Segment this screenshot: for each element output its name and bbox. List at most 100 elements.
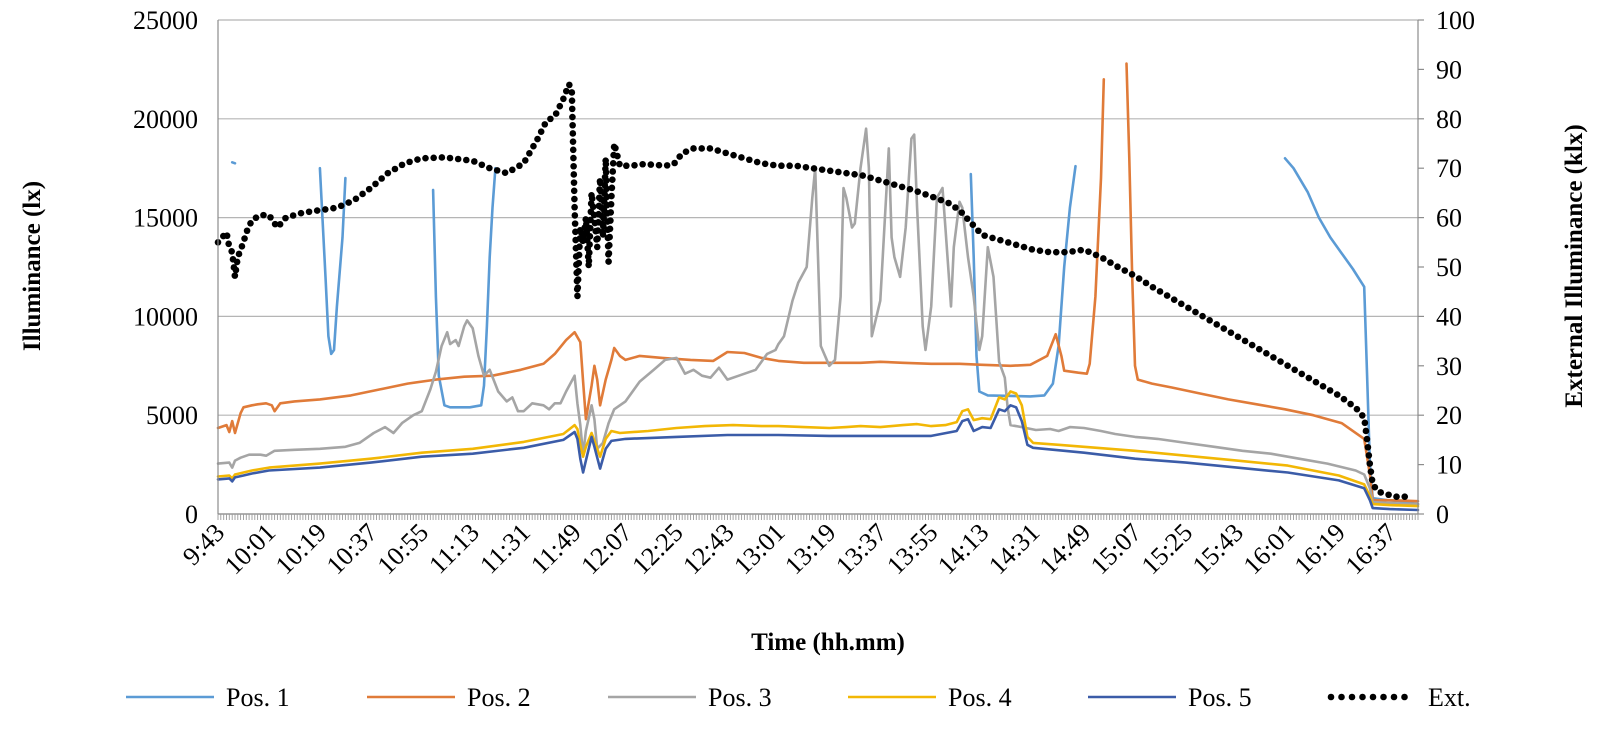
ext-point <box>714 147 722 154</box>
legend-swatch <box>1401 693 1408 701</box>
ext-point <box>963 215 971 222</box>
ext-point <box>614 152 621 160</box>
series-line <box>1283 157 1420 506</box>
ext-point <box>769 161 777 169</box>
ext-point <box>761 160 769 168</box>
ext-point <box>1362 427 1370 435</box>
ext-point <box>867 174 874 182</box>
x-tick-label: 10:19 <box>270 518 332 580</box>
ext-point <box>981 232 988 239</box>
legend-item: Pos. 3 <box>608 683 772 712</box>
ext-point <box>568 105 576 113</box>
x-axis: 9:4310:0110:1910:3710:5511:1311:3111:491… <box>177 513 1419 580</box>
ext-point <box>1128 271 1136 278</box>
y2-tick-label: 30 <box>1436 352 1462 381</box>
ext-point <box>1263 350 1270 357</box>
ext-point <box>690 145 697 152</box>
x-tick-label: 12:43 <box>677 518 739 580</box>
x-tick-label: 15:07 <box>1085 518 1147 580</box>
ext-point <box>228 248 235 255</box>
ext-point <box>1255 345 1263 353</box>
ext-point <box>603 177 610 184</box>
legend-item: Pos. 1 <box>126 683 290 712</box>
ext-point <box>914 188 922 195</box>
ext-point <box>1361 419 1369 427</box>
ext-point <box>586 249 593 257</box>
ext-point <box>1121 267 1129 274</box>
legend-swatch <box>1390 693 1398 701</box>
ext-point <box>1305 374 1313 382</box>
ext-point <box>1192 308 1199 316</box>
ext-point <box>570 154 577 162</box>
legend-swatch <box>1327 693 1335 701</box>
ext-point <box>570 187 578 195</box>
x-tick-label: 14:31 <box>983 518 1045 580</box>
ext-point <box>537 128 545 136</box>
ext-point <box>1135 275 1143 282</box>
ext-point <box>232 266 240 274</box>
ext-point <box>576 243 583 251</box>
ext-point <box>225 240 232 248</box>
x-tick-label: 14:13 <box>932 518 994 580</box>
y-tick-label: 5000 <box>146 401 198 430</box>
ext-point <box>223 232 231 240</box>
y2-axis-title: External Illuminance (klx) <box>1561 124 1588 407</box>
series-6 <box>214 81 1409 501</box>
ext-point <box>378 175 385 182</box>
ext-point <box>1069 248 1076 255</box>
ext-point <box>937 196 945 204</box>
series-3 <box>216 127 1420 506</box>
ext-point <box>655 161 663 169</box>
legend-swatch <box>1338 693 1345 701</box>
ext-point <box>588 195 596 202</box>
ext-point <box>1385 491 1392 499</box>
series-5 <box>216 404 1420 512</box>
x-tick-label: 16:01 <box>1238 518 1300 580</box>
ext-point <box>1156 288 1164 295</box>
ext-point <box>574 276 582 283</box>
x-axis-title: Time (hh.mm) <box>751 629 905 656</box>
ext-point <box>1371 483 1379 491</box>
ext-point <box>945 199 952 207</box>
ext-point <box>1358 412 1366 419</box>
ext-point <box>1199 312 1206 320</box>
ext-point <box>1284 362 1291 369</box>
ext-point <box>521 157 529 164</box>
ext-point <box>438 154 446 161</box>
ext-point <box>352 195 360 203</box>
y2-tick-label: 0 <box>1436 500 1449 529</box>
ext-point <box>574 292 581 300</box>
ext-point <box>802 163 810 171</box>
ext-point <box>571 212 579 219</box>
series-line <box>216 127 1420 506</box>
ext-point <box>1298 370 1306 378</box>
legend-label: Pos. 3 <box>708 683 772 712</box>
series-line <box>969 164 1077 398</box>
x-minute-ticks <box>217 514 1419 520</box>
ext-point <box>1340 395 1348 403</box>
x-tick-label: 13:01 <box>728 518 790 580</box>
ext-point <box>345 199 352 206</box>
ext-point <box>1363 435 1371 443</box>
left-y-axis: 0 5000 10000 15000 20000 25000 <box>133 6 219 529</box>
ext-point <box>835 168 842 176</box>
legend: Pos. 1 Pos. 2 Pos. 3 Pos. 4 Pos. 5 Ext. <box>126 683 1471 712</box>
ext-point <box>1177 300 1185 308</box>
ext-point <box>1326 387 1334 394</box>
plot-area <box>214 62 1420 512</box>
ext-point <box>313 207 321 214</box>
ext-point <box>810 165 818 172</box>
ext-point <box>359 190 366 198</box>
ext-point <box>1241 337 1249 345</box>
ext-point <box>906 185 914 193</box>
ext-point <box>1107 259 1114 266</box>
ext-point <box>890 181 898 188</box>
ext-point <box>486 164 493 172</box>
ext-point <box>1377 489 1385 496</box>
ext-point <box>526 149 533 157</box>
ext-point <box>398 161 406 169</box>
ext-point <box>365 185 373 193</box>
ext-point <box>1044 248 1052 256</box>
ext-point <box>247 220 254 227</box>
